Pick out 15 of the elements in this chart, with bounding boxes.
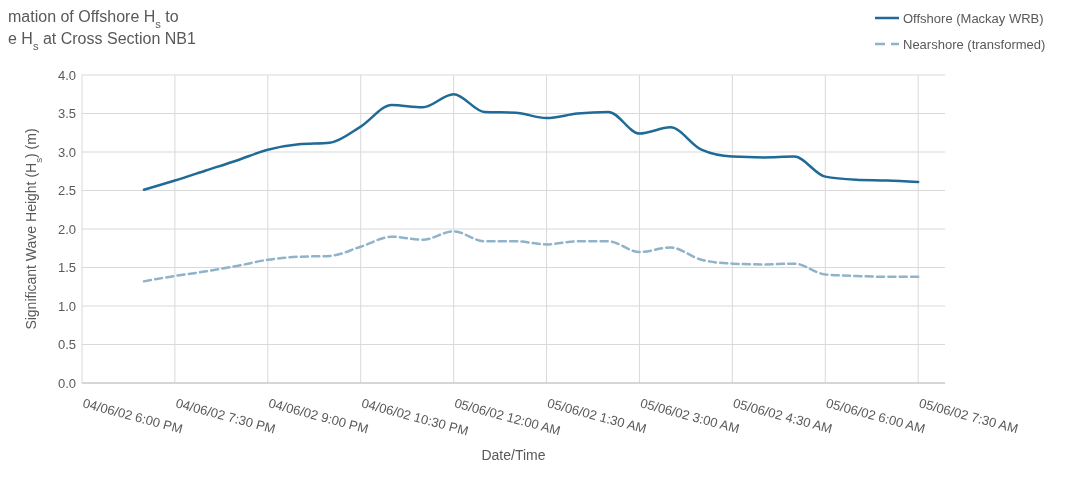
- y-tick-label: 3.0: [57, 144, 76, 160]
- legend-label: Nearshore (transformed): [903, 36, 1046, 52]
- y-tick-label: 3.5: [57, 106, 76, 122]
- y-tick-label: 1.5: [57, 260, 76, 276]
- legend-label: Offshore (Mackay WRB): [903, 10, 1044, 26]
- y-tick-label: 0.0: [57, 375, 76, 391]
- line-series: [142, 230, 920, 283]
- chart-title: mation of Offshore H$_{s}$ to e H$_{s}$ at Cross Section NB1: [8, 8, 196, 52]
- line-series: [142, 93, 920, 191]
- y-tick-label: 1.0: [57, 298, 76, 314]
- y-tick-label: 2.5: [57, 183, 76, 199]
- x-axis-title: Date/Time: [481, 447, 546, 463]
- y-tick-label: 4.0: [57, 67, 76, 83]
- y-tick-label: 0.5: [57, 337, 76, 353]
- y-tick-label: 2.0: [57, 221, 76, 237]
